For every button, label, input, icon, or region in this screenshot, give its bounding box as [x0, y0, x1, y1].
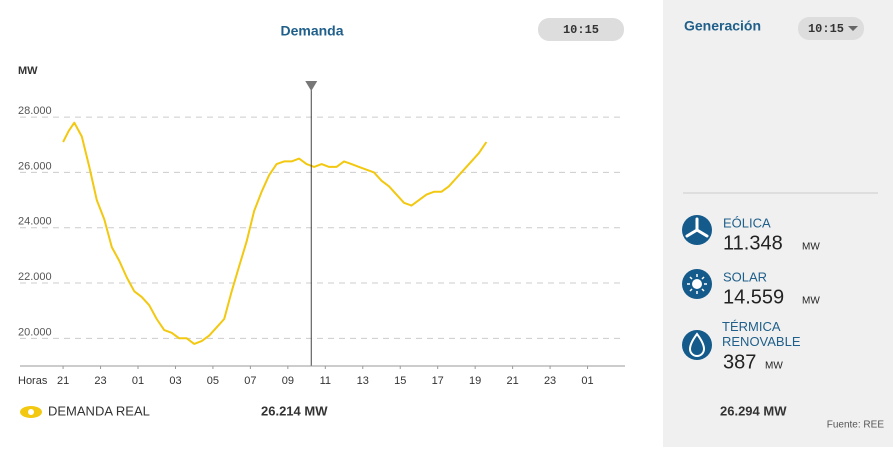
thermal-glyph: [688, 332, 706, 357]
time-select[interactable]: [798, 17, 864, 40]
y-axis-label: MW: [18, 65, 38, 77]
generation-total: 26.294 MW: [720, 403, 787, 418]
source-value: 14.559: [723, 286, 784, 308]
generation-time: 10:15: [808, 22, 844, 36]
x-tick-label: 17: [432, 375, 444, 387]
x-tick-label: 13: [357, 375, 369, 387]
solar-glyph: [692, 279, 702, 289]
dropdown-arrow: [848, 26, 858, 31]
x-tick-label: 21: [57, 375, 69, 387]
x-tick-label: 23: [94, 375, 106, 387]
source-value: 387: [723, 351, 756, 373]
x-tick-label: 15: [394, 375, 406, 387]
wind-glyph: [685, 217, 709, 238]
x-tick-label: 05: [207, 375, 219, 387]
time-label: 10:15: [563, 23, 599, 37]
x-tick-label: 07: [244, 375, 256, 387]
x-tick-label: 09: [282, 375, 294, 387]
thermal-icon: [682, 330, 712, 360]
time-pill[interactable]: [538, 18, 624, 41]
legend-icon-pupil: [28, 409, 34, 415]
source-unit: MW: [765, 361, 783, 372]
generation-title: Generación: [684, 18, 761, 34]
source-unit: MW: [802, 296, 820, 307]
x-tick-label: 23: [544, 375, 556, 387]
source-name-box: TÉRMICA RENOVABLE: [722, 319, 801, 349]
x-tick-label: 03: [169, 375, 181, 387]
x-tick-label: 19: [469, 375, 481, 387]
x-axis-label: Horas: [18, 375, 48, 387]
y-tick-label: 26.000: [18, 160, 52, 172]
time-cursor-handle: [305, 81, 318, 91]
source-name: EÓLICA: [723, 215, 771, 230]
source-credit: Fuente: REE: [827, 420, 885, 431]
source-name: TÉRMICA RENOVABLE: [722, 319, 801, 349]
chart-title: Demanda: [280, 23, 343, 39]
plot: 20.000 22.000 24.000 26.000 28.000 21 23 01 03 05…: [18, 81, 625, 387]
legend-label: DEMANDA REAL: [48, 403, 150, 418]
source-name: SOLAR: [723, 269, 767, 284]
x-tick-label: 21: [506, 375, 518, 387]
x-tick-label: 01: [581, 375, 593, 387]
solar-rays: [687, 274, 707, 294]
y-tick-label: 20.000: [18, 326, 52, 338]
x-tick-label: 01: [132, 375, 144, 387]
source-value: 11.348: [723, 232, 783, 254]
line-series: [62, 121, 488, 345]
source-unit: MW: [802, 242, 820, 253]
y-tick-label: 24.000: [18, 216, 52, 228]
legend-value: 26.214 MW: [261, 403, 328, 418]
y-tick-label: 22.000: [18, 271, 52, 283]
x-tick-label: 11: [320, 375, 331, 387]
y-tick-label: 28.000: [18, 105, 52, 117]
